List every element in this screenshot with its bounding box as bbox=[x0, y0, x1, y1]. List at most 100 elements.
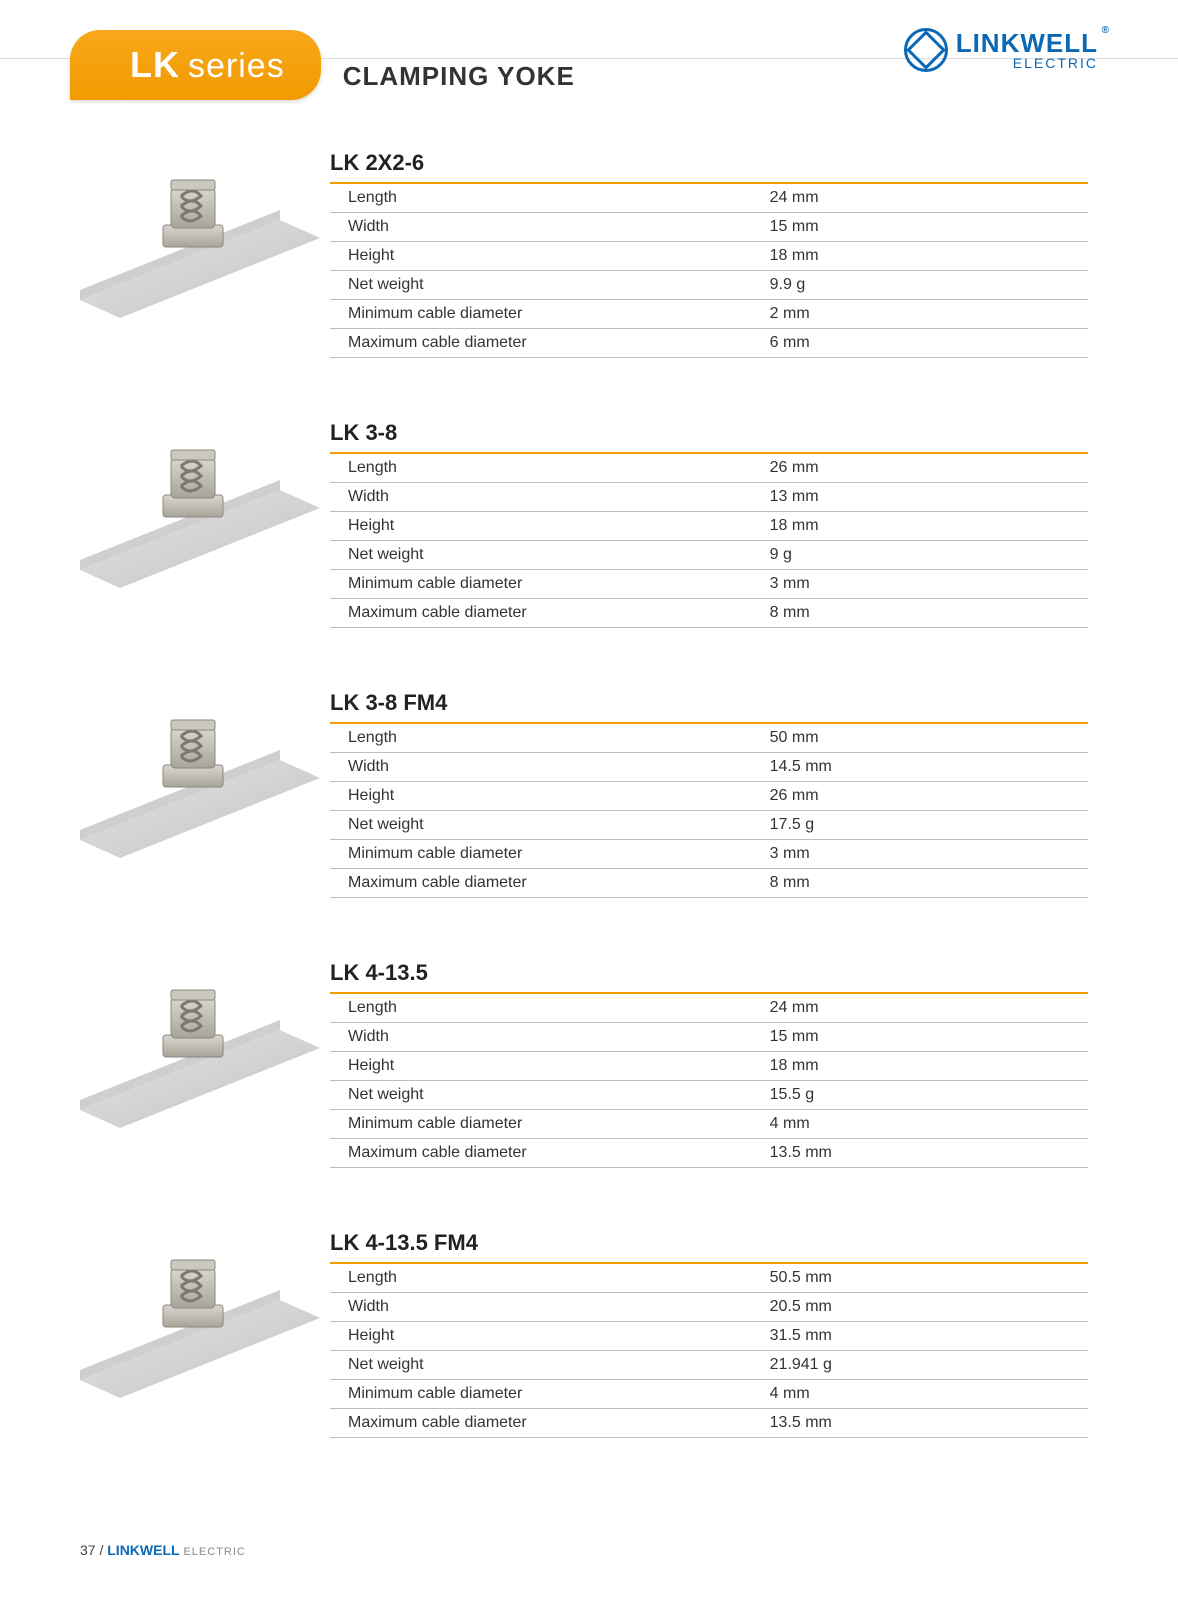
model-name: LK 4-13.5 bbox=[330, 960, 1088, 986]
spec-value: 6 mm bbox=[770, 329, 1088, 358]
table-row: Height31.5 mm bbox=[330, 1322, 1088, 1351]
spec-value: 15 mm bbox=[770, 1023, 1088, 1052]
spec-label: Maximum cable diameter bbox=[330, 1409, 770, 1438]
spec-value: 21.941 g bbox=[770, 1351, 1088, 1380]
spec-value: 13 mm bbox=[770, 483, 1088, 512]
spec-label: Length bbox=[330, 994, 770, 1023]
spec-label: Maximum cable diameter bbox=[330, 869, 770, 898]
spec-value: 18 mm bbox=[770, 242, 1088, 271]
spec-value: 13.5 mm bbox=[770, 1139, 1088, 1168]
page-header: LK series CLAMPING YOKE LINKWELL® ELECTR… bbox=[70, 30, 1098, 100]
product-block: LK 2X2-6 Length24 mmWidth15 mmHeight18 mm… bbox=[80, 150, 1088, 358]
table-row: Minimum cable diameter4 mm bbox=[330, 1110, 1088, 1139]
spec-value: 15 mm bbox=[770, 213, 1088, 242]
spec-block: LK 4-13.5 FM4 Length50.5 mmWidth20.5 mmHe… bbox=[330, 1230, 1088, 1438]
spec-table: Length50.5 mmWidth20.5 mmHeight31.5 mmNe… bbox=[330, 1264, 1088, 1438]
spec-label: Height bbox=[330, 512, 770, 541]
spec-label: Length bbox=[330, 1264, 770, 1293]
spec-block: LK 3-8 FM4 Length50 mmWidth14.5 mmHeight2… bbox=[330, 690, 1088, 898]
model-name: LK 2X2-6 bbox=[330, 150, 1088, 176]
product-thumb bbox=[80, 1230, 320, 1400]
model-name: LK 3-8 bbox=[330, 420, 1088, 446]
table-row: Height18 mm bbox=[330, 242, 1088, 271]
spec-label: Net weight bbox=[330, 541, 770, 570]
spec-label: Minimum cable diameter bbox=[330, 1110, 770, 1139]
product-thumb bbox=[80, 960, 320, 1130]
spec-value: 4 mm bbox=[770, 1380, 1088, 1409]
table-row: Width15 mm bbox=[330, 213, 1088, 242]
spec-label: Width bbox=[330, 1293, 770, 1322]
spec-label: Net weight bbox=[330, 1081, 770, 1110]
table-row: Height26 mm bbox=[330, 782, 1088, 811]
brand-sub: ELECTRIC bbox=[956, 56, 1098, 70]
model-name: LK 4-13.5 FM4 bbox=[330, 1230, 1088, 1256]
table-row: Length50.5 mm bbox=[330, 1264, 1088, 1293]
spec-label: Height bbox=[330, 242, 770, 271]
table-row: Net weight21.941 g bbox=[330, 1351, 1088, 1380]
spec-label: Width bbox=[330, 483, 770, 512]
spec-label: Minimum cable diameter bbox=[330, 840, 770, 869]
series-prefix: LK bbox=[130, 44, 180, 86]
spec-label: Maximum cable diameter bbox=[330, 1139, 770, 1168]
spec-value: 24 mm bbox=[770, 184, 1088, 213]
spec-value: 18 mm bbox=[770, 1052, 1088, 1081]
spec-label: Width bbox=[330, 753, 770, 782]
page-number: 37 bbox=[80, 1542, 96, 1558]
product-thumb-icon bbox=[80, 420, 320, 590]
brand-logo: LINKWELL® ELECTRIC bbox=[904, 28, 1098, 72]
product-block: LK 4-13.5 FM4 Length50.5 mmWidth20.5 mmHe… bbox=[80, 1230, 1088, 1438]
spec-value: 15.5 g bbox=[770, 1081, 1088, 1110]
product-thumb bbox=[80, 150, 320, 320]
footer-brand: LINKWELL bbox=[107, 1542, 179, 1558]
footer-brand-sub: ELECTRIC bbox=[183, 1546, 245, 1558]
spec-label: Net weight bbox=[330, 811, 770, 840]
model-name: LK 3-8 FM4 bbox=[330, 690, 1088, 716]
spec-label: Width bbox=[330, 213, 770, 242]
product-thumb bbox=[80, 420, 320, 590]
spec-label: Maximum cable diameter bbox=[330, 599, 770, 628]
spec-block: LK 4-13.5 Length24 mmWidth15 mmHeight18 m… bbox=[330, 960, 1088, 1168]
product-thumb-icon bbox=[80, 150, 320, 320]
spec-label: Minimum cable diameter bbox=[330, 300, 770, 329]
spec-value: 8 mm bbox=[770, 599, 1088, 628]
spec-value: 26 mm bbox=[770, 782, 1088, 811]
product-block: LK 3-8 FM4 Length50 mmWidth14.5 mmHeight2… bbox=[80, 690, 1088, 898]
spec-value: 20.5 mm bbox=[770, 1293, 1088, 1322]
table-row: Length24 mm bbox=[330, 184, 1088, 213]
table-row: Height18 mm bbox=[330, 512, 1088, 541]
spec-label: Height bbox=[330, 1322, 770, 1351]
spec-value: 17.5 g bbox=[770, 811, 1088, 840]
table-row: Length24 mm bbox=[330, 994, 1088, 1023]
product-thumb-icon bbox=[80, 1230, 320, 1400]
table-row: Minimum cable diameter4 mm bbox=[330, 1380, 1088, 1409]
table-row: Length50 mm bbox=[330, 724, 1088, 753]
spec-label: Minimum cable diameter bbox=[330, 570, 770, 599]
table-row: Minimum cable diameter3 mm bbox=[330, 840, 1088, 869]
spec-label: Net weight bbox=[330, 1351, 770, 1380]
table-row: Width14.5 mm bbox=[330, 753, 1088, 782]
product-block: LK 3-8Length26 mmWidth13 mmHeight18 mmNe… bbox=[80, 420, 1088, 628]
spec-label: Length bbox=[330, 724, 770, 753]
spec-table: Length24 mmWidth15 mmHeight18 mmNet weig… bbox=[330, 994, 1088, 1168]
brand-mark-icon bbox=[904, 28, 948, 72]
table-row: Width20.5 mm bbox=[330, 1293, 1088, 1322]
spec-label: Length bbox=[330, 184, 770, 213]
spec-value: 9.9 g bbox=[770, 271, 1088, 300]
spec-value: 3 mm bbox=[770, 840, 1088, 869]
table-row: Net weight15.5 g bbox=[330, 1081, 1088, 1110]
product-block: LK 4-13.5 Length24 mmWidth15 mmHeight18 m… bbox=[80, 960, 1088, 1168]
brand-name: LINKWELL® bbox=[956, 30, 1098, 56]
spec-label: Height bbox=[330, 1052, 770, 1081]
spec-value: 50.5 mm bbox=[770, 1264, 1088, 1293]
table-row: Minimum cable diameter3 mm bbox=[330, 570, 1088, 599]
product-list: LK 2X2-6Length24 mmWidth15 mmHeight18 mm… bbox=[80, 150, 1088, 1500]
spec-value: 31.5 mm bbox=[770, 1322, 1088, 1351]
spec-value: 4 mm bbox=[770, 1110, 1088, 1139]
spec-value: 50 mm bbox=[770, 724, 1088, 753]
table-row: Width15 mm bbox=[330, 1023, 1088, 1052]
table-row: Maximum cable diameter6 mm bbox=[330, 329, 1088, 358]
spec-label: Length bbox=[330, 454, 770, 483]
spec-value: 3 mm bbox=[770, 570, 1088, 599]
table-row: Net weight9.9 g bbox=[330, 271, 1088, 300]
spec-label: Minimum cable diameter bbox=[330, 1380, 770, 1409]
